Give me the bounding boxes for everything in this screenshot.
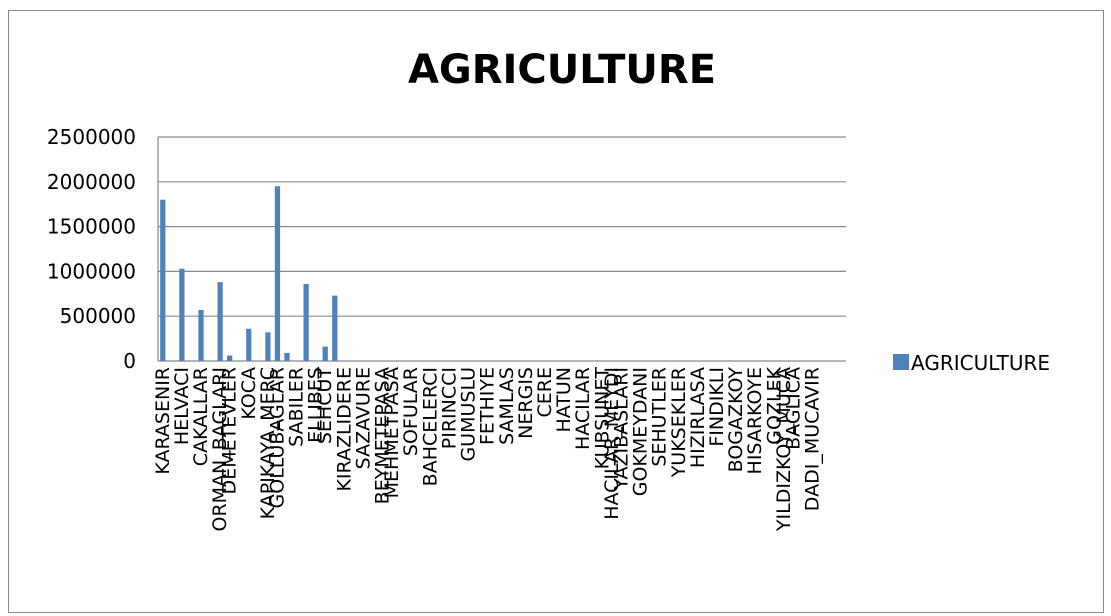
bar bbox=[227, 355, 233, 361]
bar bbox=[303, 283, 309, 361]
bar bbox=[198, 309, 204, 361]
y-tick-label: 1500000 bbox=[47, 215, 136, 239]
x-tick-label: GOKMEYDANI bbox=[630, 367, 652, 496]
x-tick-label: SAMLAS bbox=[496, 367, 518, 445]
x-tick-label: ELLIBES bbox=[305, 367, 327, 443]
x-tick-label: DEMETEVLER bbox=[219, 367, 241, 494]
x-tick-label: FINDIKLI bbox=[706, 367, 728, 447]
x-tick-label: SAZAVURE bbox=[352, 367, 374, 469]
x-tick-label: SABILER bbox=[286, 367, 308, 447]
bar bbox=[160, 199, 166, 361]
x-tick-label: BEYMETEPASA bbox=[372, 367, 394, 504]
y-tick-label: 0 bbox=[123, 349, 136, 373]
bar bbox=[322, 346, 328, 361]
x-tick-label: CAKALLAR bbox=[190, 367, 212, 466]
x-tick-label: PIRINCCI bbox=[438, 367, 460, 449]
x-tick-label: ORMAN_BAGLARI bbox=[209, 367, 231, 532]
x-tick-label: MEHMETPASA bbox=[381, 367, 403, 498]
bar bbox=[332, 295, 338, 361]
bar bbox=[265, 332, 271, 361]
chart-title: AGRICULTURE bbox=[408, 47, 716, 93]
x-tick-label: SEHUTLER bbox=[649, 367, 671, 467]
x-tick-label: HATUN bbox=[553, 367, 575, 433]
x-tick-label: KAPIKAYA_MERC bbox=[257, 367, 279, 519]
bar bbox=[246, 328, 252, 361]
x-tick-label: CERE bbox=[534, 367, 556, 417]
x-tick-label: GOZLEK bbox=[763, 366, 785, 444]
y-tick-label: 500000 bbox=[60, 304, 136, 328]
bar bbox=[274, 186, 281, 361]
x-tick-label: SOFULAR bbox=[400, 367, 422, 456]
x-tick-label: GOLLUBAGLAR bbox=[266, 367, 288, 508]
x-tick-label: KIRAZLIDERE bbox=[333, 367, 355, 492]
y-tick-label: 2500000 bbox=[47, 125, 136, 149]
y-tick-label: 1000000 bbox=[47, 259, 136, 283]
chart-frame bbox=[8, 10, 1104, 613]
x-tick-label: HELVACI bbox=[171, 367, 193, 445]
bar bbox=[179, 268, 185, 361]
x-tick-label: BOGAZKOY bbox=[725, 367, 747, 473]
x-tick-label: BAHCELERCI bbox=[419, 367, 441, 486]
x-tick-label: HISARKOYE bbox=[744, 367, 766, 474]
x-tick-label: FETHIYE bbox=[477, 367, 499, 445]
x-tick-label: BAGLICA bbox=[782, 367, 804, 450]
y-tick-label: 2000000 bbox=[47, 170, 136, 194]
x-tick-label: SEHCUT bbox=[314, 367, 336, 445]
x-tick-label: HACILAR_MEYDI bbox=[601, 367, 623, 520]
bar bbox=[284, 352, 290, 361]
x-tick-label: NERGIS bbox=[515, 367, 537, 439]
x-tick-label: KUBSUNET bbox=[591, 367, 613, 470]
x-tick-label: YAZIBASLARI bbox=[610, 367, 632, 491]
x-tick-label: GUMUSLU bbox=[458, 367, 480, 462]
legend-label: AGRICULTURE bbox=[911, 351, 1050, 375]
x-tick-label: YUKSEKLER bbox=[668, 367, 690, 478]
x-tick-label: HACILAR bbox=[572, 367, 594, 450]
x-tick-label: KARASENIR bbox=[152, 367, 174, 475]
legend-swatch bbox=[893, 354, 909, 370]
x-tick-label: DADI_MUCAVIR bbox=[802, 367, 824, 511]
bar bbox=[217, 282, 223, 361]
x-tick-label: YILDIZKOY_MUCA bbox=[773, 367, 795, 532]
x-tick-label: HIZIRLASA bbox=[687, 367, 709, 468]
x-tick-label: KOCA bbox=[238, 367, 260, 420]
